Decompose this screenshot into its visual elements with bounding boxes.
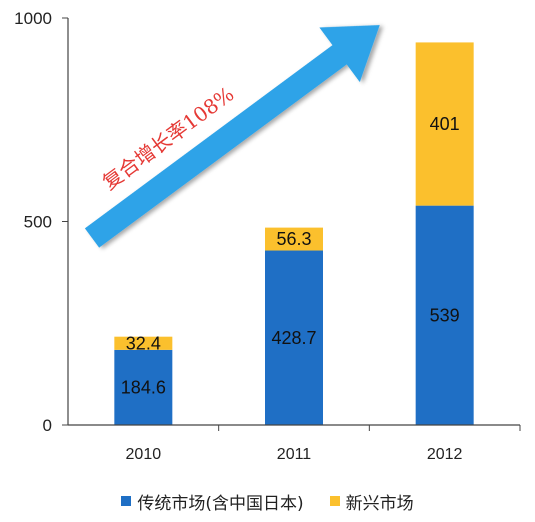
x-category-label: 2011	[277, 446, 312, 463]
data-label: 539	[430, 305, 460, 325]
x-category-label: 2010	[126, 446, 162, 463]
data-label: 401	[430, 114, 460, 134]
data-label: 32.4	[126, 333, 161, 353]
bar-segment	[265, 250, 323, 425]
bar-segment	[415, 205, 474, 425]
legend-item: 传统市场(含中国日本)	[121, 489, 304, 514]
bar-segment	[114, 349, 173, 425]
bar-segment	[114, 336, 173, 350]
bar-segment	[265, 227, 323, 251]
growth-arrow-group: 复合增长率108%	[84, 25, 380, 248]
y-tick-label: 500	[24, 213, 52, 232]
growth-arrow	[84, 25, 380, 248]
data-label: 56.3	[276, 229, 311, 249]
legend-swatch	[121, 496, 132, 506]
legend-label: 新兴市场	[345, 493, 414, 514]
data-label: 428.7	[271, 328, 316, 348]
data-label: 184.6	[121, 377, 166, 397]
legend-item: 新兴市场	[329, 489, 414, 514]
bar-segment	[415, 42, 474, 206]
x-category-label: 2012	[427, 446, 463, 463]
legend-label: 传统市场(含中国日本)	[137, 493, 304, 514]
y-tick-label: 1000	[14, 9, 52, 28]
legend-swatch	[329, 496, 340, 506]
y-tick-label: 0	[43, 416, 52, 435]
legend: 传统市场(含中国日本) 新兴市场	[0, 486, 535, 516]
